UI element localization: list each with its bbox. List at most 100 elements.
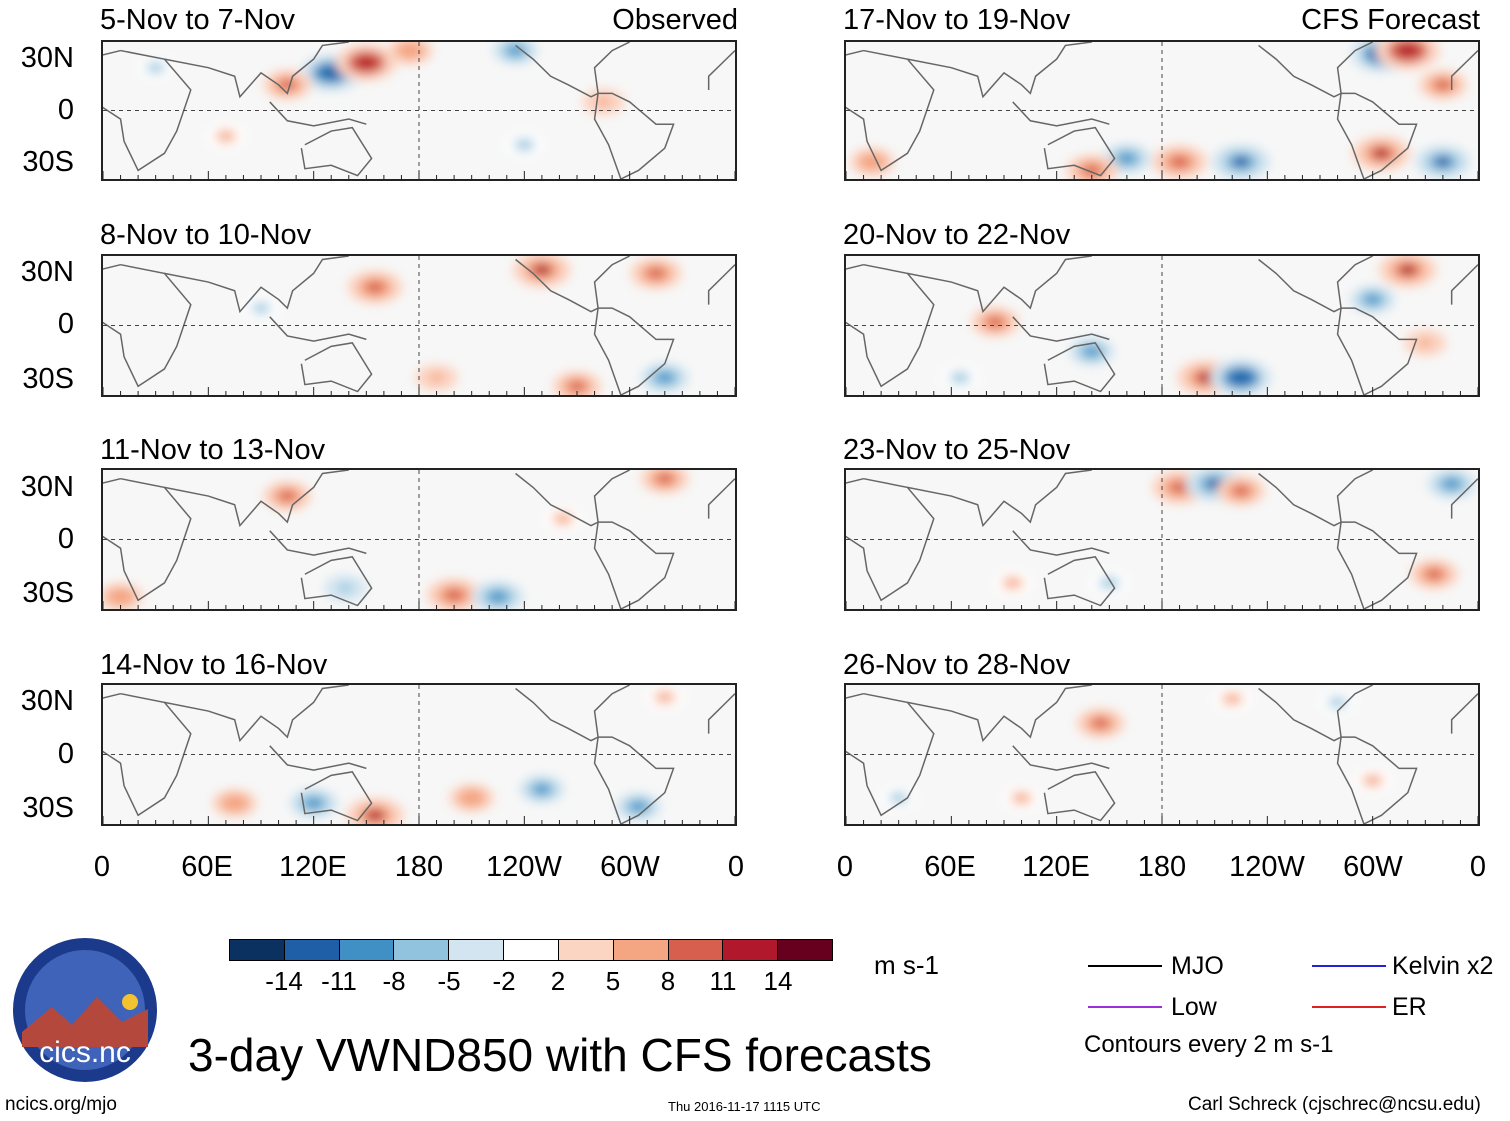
wind-anomaly-blob-5-2: [596, 97, 611, 107]
colorbar-cell-1: [284, 940, 340, 960]
wind-anomaly-blob-0-2: [321, 66, 342, 79]
wind-anomaly-blob-3-2: [656, 372, 673, 383]
xlabel-right-60w: 60W: [1343, 851, 1403, 883]
colorbar-cell-7: [613, 940, 669, 960]
observed-label: Observed: [612, 4, 738, 36]
coastline-3: [269, 530, 367, 556]
xlabel-left-120e: 120E: [279, 851, 347, 883]
xlabel-left-0-end: 0: [727, 851, 745, 883]
ylabel-30n-1: 30N: [20, 42, 74, 74]
legend-kelvin-line: [1312, 965, 1386, 967]
xlabel-right-60e: 60E: [924, 851, 976, 883]
ylabel-0-4: 0: [57, 738, 74, 770]
heatmap-7: [846, 470, 1478, 609]
coastline-1: [164, 470, 349, 528]
ylabel-0-3: 0: [57, 523, 74, 555]
coastline-5: [593, 92, 675, 179]
map-panel-3: [101, 468, 737, 611]
wind-anomaly-blob-8-2: [1435, 79, 1451, 90]
coastline-3: [1012, 745, 1110, 771]
xlabel-right-0-end: 0: [1469, 851, 1487, 883]
colorbar-cell-8: [668, 940, 724, 960]
footer-url[interactable]: ncics.org/mjo: [5, 1094, 117, 1115]
cbar-label-5: 5: [605, 966, 621, 996]
heatmap-1: [103, 42, 735, 179]
ylabel-30s-3: 30S: [22, 577, 74, 609]
coastline-3: [1012, 316, 1110, 342]
wind-anomaly-blob-4-2: [1426, 569, 1442, 580]
wind-anomaly-blob-5-2: [1434, 156, 1452, 168]
coastline-0: [103, 263, 192, 388]
legend-low-line: [1088, 1006, 1162, 1008]
cbar-label-2: 2: [550, 966, 566, 996]
cbar-label-m11: -11: [321, 966, 357, 996]
coastline-3: [269, 316, 367, 342]
map-panel-2: [101, 254, 737, 397]
colorbar-cell-3: [394, 940, 450, 960]
coastline-6: [707, 264, 735, 305]
map-panel-6: [844, 254, 1480, 397]
wind-anomaly-blob-5-2: [631, 802, 646, 812]
panel-title-1: 5-Nov to 7-Nov: [100, 4, 296, 36]
coastline-4: [515, 256, 630, 313]
legend-low-label: Low: [1171, 993, 1217, 1021]
xlabel-right-120e: 120E: [1022, 851, 1090, 883]
wind-anomaly-blob-1-2: [305, 798, 322, 808]
coastline-1: [907, 470, 1092, 528]
wind-anomaly-blob-2-2: [1170, 156, 1189, 168]
coastline-2: [300, 771, 373, 822]
wind-anomaly-blob-5-2: [338, 583, 353, 593]
wind-anomaly-blob-3-2: [987, 317, 1004, 327]
ylabel-30s-2: 30S: [22, 363, 74, 395]
coastline-3: [269, 745, 367, 771]
coastline-5: [593, 521, 675, 609]
coastline-0: [103, 49, 192, 172]
wind-anomaly-blob-4-2: [429, 373, 444, 382]
ylabel-30s-1: 30S: [22, 146, 74, 178]
coastline-5: [1336, 521, 1418, 609]
coastline-2: [300, 556, 373, 607]
coastline-4: [1258, 42, 1373, 98]
wind-anomaly-blob-6-2: [1119, 153, 1135, 164]
ylabel-30n-4: 30N: [20, 685, 74, 717]
wind-anomaly-blob-3-2: [892, 794, 905, 802]
wind-anomaly-blob-1-2: [356, 56, 377, 69]
heatmap-3: [103, 470, 735, 609]
wind-anomaly-blob-0-2: [366, 281, 384, 293]
ylabel-0-1: 0: [57, 94, 74, 126]
wind-anomaly-blob-2-2: [1366, 776, 1379, 785]
coastline-1: [907, 42, 1092, 99]
footer-credit: Carl Schreck (cjschrec@ncsu.edu): [1188, 1094, 1481, 1115]
coastline-2: [300, 126, 373, 177]
wind-anomaly-blob-2-2: [1398, 264, 1418, 276]
colorbar-cell-2: [339, 940, 395, 960]
wind-anomaly-blob-6-2: [255, 304, 267, 312]
coastline-0: [103, 477, 192, 602]
map-panel-8: [844, 683, 1480, 826]
wind-anomaly-blob-0-2: [1170, 481, 1189, 493]
wind-anomaly-blob-1-2: [1015, 793, 1028, 802]
wind-anomaly-blob-4-2: [508, 46, 523, 56]
coastline-6: [1450, 50, 1478, 90]
coastline-2: [1043, 126, 1116, 177]
panel-title-4: 14-Nov to 16-Nov: [100, 649, 328, 681]
coastline-4: [1258, 685, 1373, 742]
coastline-2: [1043, 342, 1116, 393]
ylabel-30s-4: 30S: [22, 792, 74, 824]
xlabel-left-60e: 60E: [181, 851, 233, 883]
coastline-5: [1336, 307, 1418, 395]
coastline-2: [1043, 556, 1116, 607]
wind-anomaly-blob-6-2: [1418, 338, 1433, 348]
legend-kelvin-label: Kelvin x2: [1392, 952, 1494, 980]
xlabel-right-180: 180: [1137, 851, 1187, 883]
colorbar-cell-0: [230, 940, 285, 960]
coastline-4: [515, 42, 630, 98]
colorbar: [229, 939, 833, 961]
map-panel-1: [101, 40, 737, 181]
coastline-0: [103, 692, 192, 817]
wind-anomaly-blob-2-2: [647, 268, 665, 279]
wind-anomaly-blob-5-2: [1331, 698, 1344, 707]
coastline-1: [164, 42, 349, 99]
coastline-3: [1012, 101, 1110, 127]
legend-mjo-line: [1088, 965, 1162, 967]
